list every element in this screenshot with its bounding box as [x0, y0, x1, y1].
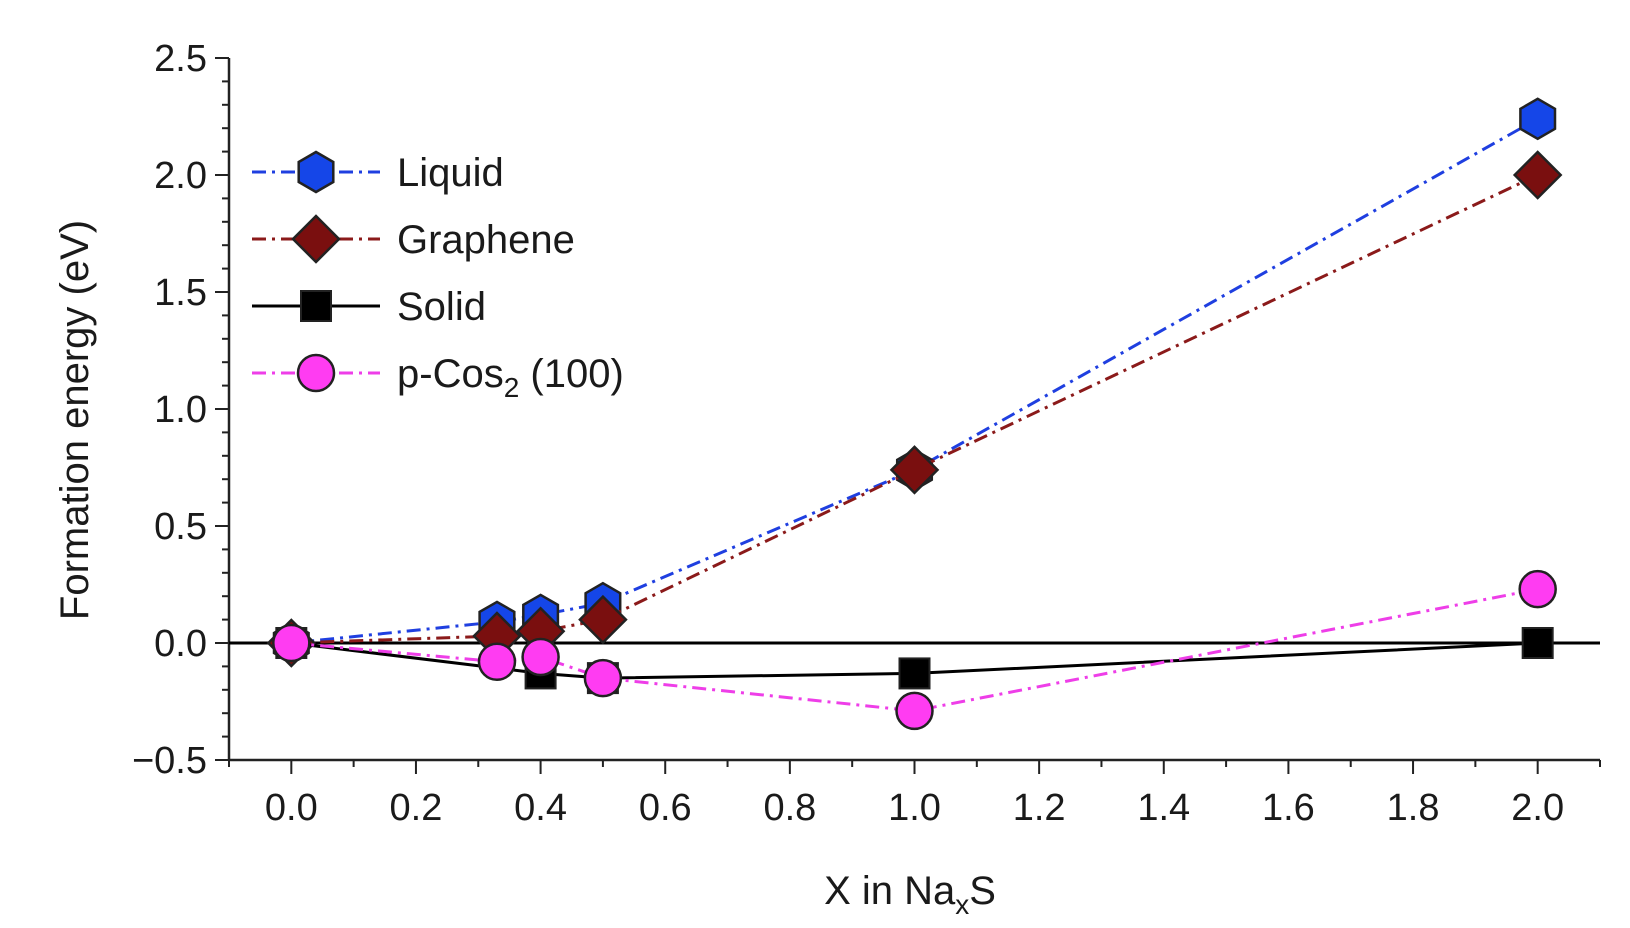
point-p-cos [272, 623, 311, 663]
x-tick-label: 2.0 [1511, 787, 1564, 829]
y-tick-label: 1.5 [154, 272, 207, 314]
y-axis-title: Formation energy (eV) [53, 220, 97, 620]
legend-label-suffix: (100) [519, 352, 624, 396]
point-liquid [1519, 97, 1557, 141]
y-tick-label: 2.5 [154, 38, 207, 80]
point-graphene [578, 594, 628, 645]
legend-entry-graphene: Graphene [252, 214, 575, 264]
point-p-cos [1518, 569, 1557, 609]
legend-label-sub: 2 [504, 372, 520, 403]
x-axis-title: X in NaxS [824, 869, 996, 920]
legend-label-liquid: Liquid [397, 151, 504, 195]
point-solid [898, 657, 931, 690]
series-line-graphene [291, 173, 1539, 645]
point-p-cos [583, 658, 623, 698]
point-p-cos [477, 642, 517, 681]
x-tick-label: 1.6 [1262, 787, 1315, 829]
x-axis-title-main: X in Na [824, 869, 956, 913]
legend: Liquid Graphene Solid p-Cos2 (100) [252, 150, 624, 403]
point-p-cos [521, 637, 560, 677]
legend-marker-solid [300, 290, 332, 322]
legend-marker-graphene [291, 214, 341, 264]
x-tick-label: 0.0 [265, 787, 318, 829]
series-line-p-cos [291, 587, 1538, 713]
legend-label-graphene: Graphene [397, 218, 575, 262]
y-tick-label: −0.5 [132, 740, 207, 782]
series-line-liquid [291, 117, 1539, 645]
series-layer [266, 97, 1563, 731]
y-tick-label: 0.0 [154, 623, 207, 665]
axes-layer: −0.5 0.0 0.5 1.0 1.5 2.0 2.5 0.0 0.2 0.4 0.6 0.8 1.0… [132, 38, 1601, 829]
point-graphene [1512, 150, 1563, 200]
legend-label-main: Graphene [397, 218, 575, 262]
x-tick-label: 0.8 [763, 787, 816, 829]
x-tick-label: 1.4 [1137, 787, 1190, 829]
x-tick-label: 0.2 [390, 787, 443, 829]
series-p-cos [272, 569, 1557, 731]
legend-entry-liquid: Liquid [252, 150, 504, 195]
legend-label-main: Liquid [397, 151, 504, 195]
x-axis-title-suffix: S [969, 869, 996, 913]
point-p-cos [895, 691, 934, 731]
legend-entry-p-cos: p-Cos2 (100) [252, 352, 624, 403]
legend-marker-p-cos [296, 353, 336, 393]
x-tick-label: 0.4 [514, 787, 567, 829]
legend-label-main: Solid [397, 285, 486, 329]
point-graphene [889, 445, 940, 495]
point-solid [1521, 627, 1554, 659]
legend-label-p-cos: p-Cos2 (100) [397, 352, 624, 403]
legend-label-solid: Solid [397, 285, 486, 329]
x-axis-title-sub: x [955, 889, 969, 920]
y-tick-label: 1.0 [154, 389, 207, 431]
y-tick-label: 2.0 [154, 155, 207, 197]
x-tick-label: 1.8 [1387, 787, 1440, 829]
legend-entry-solid: Solid [252, 285, 486, 329]
legend-marker-liquid [297, 150, 335, 194]
x-tick-label: 1.2 [1013, 787, 1066, 829]
x-tick-label: 0.6 [639, 787, 692, 829]
y-tick-label: 0.5 [154, 506, 207, 548]
x-tick-label: 1.0 [888, 787, 941, 829]
legend-label-main: p-Cos [397, 352, 504, 396]
